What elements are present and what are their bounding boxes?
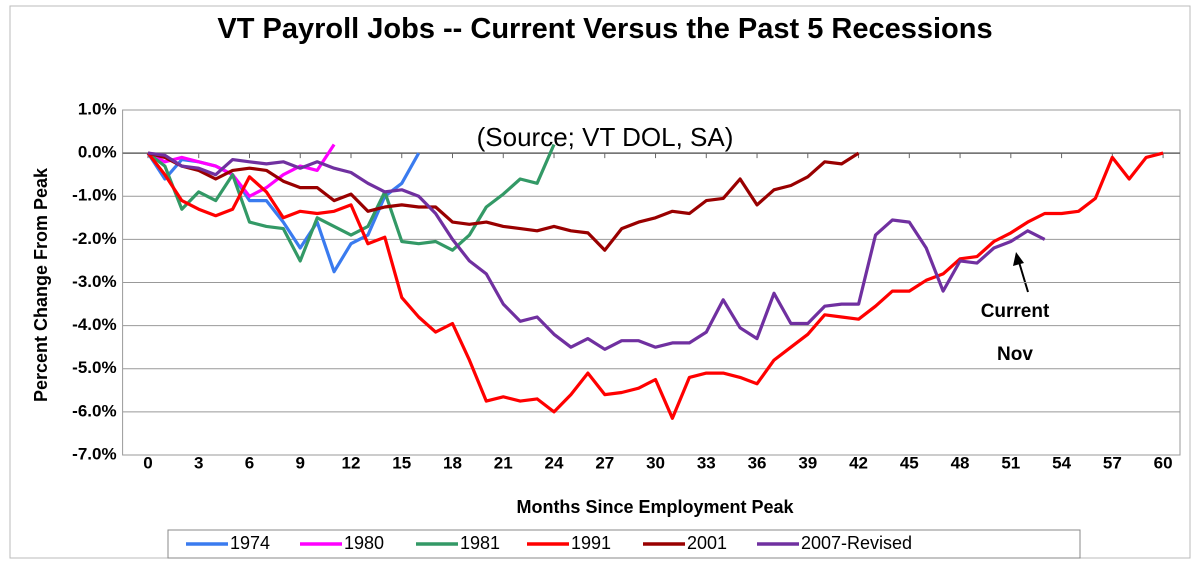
chart-title: VT Payroll Jobs -- Current Versus the Pa… xyxy=(217,13,993,45)
chart-subtitle: (Source; VT DOL, SA) xyxy=(477,122,734,152)
x-tick-label: 0 xyxy=(143,453,152,472)
x-tick-label: 39 xyxy=(798,453,817,472)
legend-label: 2007-Revised xyxy=(801,533,912,553)
annotation: Nov xyxy=(997,344,1033,365)
x-tick-label: 12 xyxy=(342,453,361,472)
y-axis-label: Percent Change From Peak xyxy=(31,167,51,402)
y-tick-label: -3.0% xyxy=(72,272,116,291)
x-tick-label: 18 xyxy=(443,453,462,472)
x-tick-label: 42 xyxy=(849,453,868,472)
legend-label: 1980 xyxy=(344,533,384,553)
x-tick-label: 21 xyxy=(494,453,513,472)
legend-label: 1981 xyxy=(460,533,500,553)
x-tick-label: 51 xyxy=(1001,453,1020,472)
x-tick-label: 3 xyxy=(194,453,203,472)
annotation-arrowhead xyxy=(1013,252,1024,266)
x-tick-label: 15 xyxy=(392,453,411,472)
legend-label: 2001 xyxy=(687,533,727,553)
x-tick-label: 30 xyxy=(646,453,665,472)
x-tick-label: 33 xyxy=(697,453,716,472)
x-tick-label: 27 xyxy=(595,453,614,472)
x-tick-label: 57 xyxy=(1103,453,1122,472)
y-tick-label: -2.0% xyxy=(72,229,116,248)
x-tick-label: 48 xyxy=(951,453,970,472)
series-line xyxy=(146,152,421,274)
y-tick-label: 1.0% xyxy=(78,99,117,118)
legend-label: 1974 xyxy=(230,533,270,553)
x-tick-label: 9 xyxy=(296,453,305,472)
y-tick-label: -4.0% xyxy=(72,315,116,334)
series-line xyxy=(147,151,1046,351)
y-tick-label: -1.0% xyxy=(72,186,116,205)
y-tick-label: -6.0% xyxy=(72,401,116,420)
annotation-arrow xyxy=(1018,261,1029,293)
series-line xyxy=(147,151,860,252)
x-tick-label: 45 xyxy=(900,453,919,472)
y-tick-label: -7.0% xyxy=(72,444,116,463)
x-tick-label: 36 xyxy=(748,453,767,472)
x-tick-label: 6 xyxy=(245,453,254,472)
series-line xyxy=(146,151,1164,420)
x-tick-label: 60 xyxy=(1154,453,1173,472)
y-tick-label: 0.0% xyxy=(78,143,117,162)
annotation: Current xyxy=(981,301,1050,322)
y-tick-label: -5.0% xyxy=(72,358,116,377)
series-line xyxy=(147,143,556,263)
x-axis-label: Months Since Employment Peak xyxy=(516,497,794,517)
x-tick-label: 54 xyxy=(1052,453,1071,472)
legend-label: 1991 xyxy=(571,533,611,553)
x-tick-label: 24 xyxy=(545,453,564,472)
